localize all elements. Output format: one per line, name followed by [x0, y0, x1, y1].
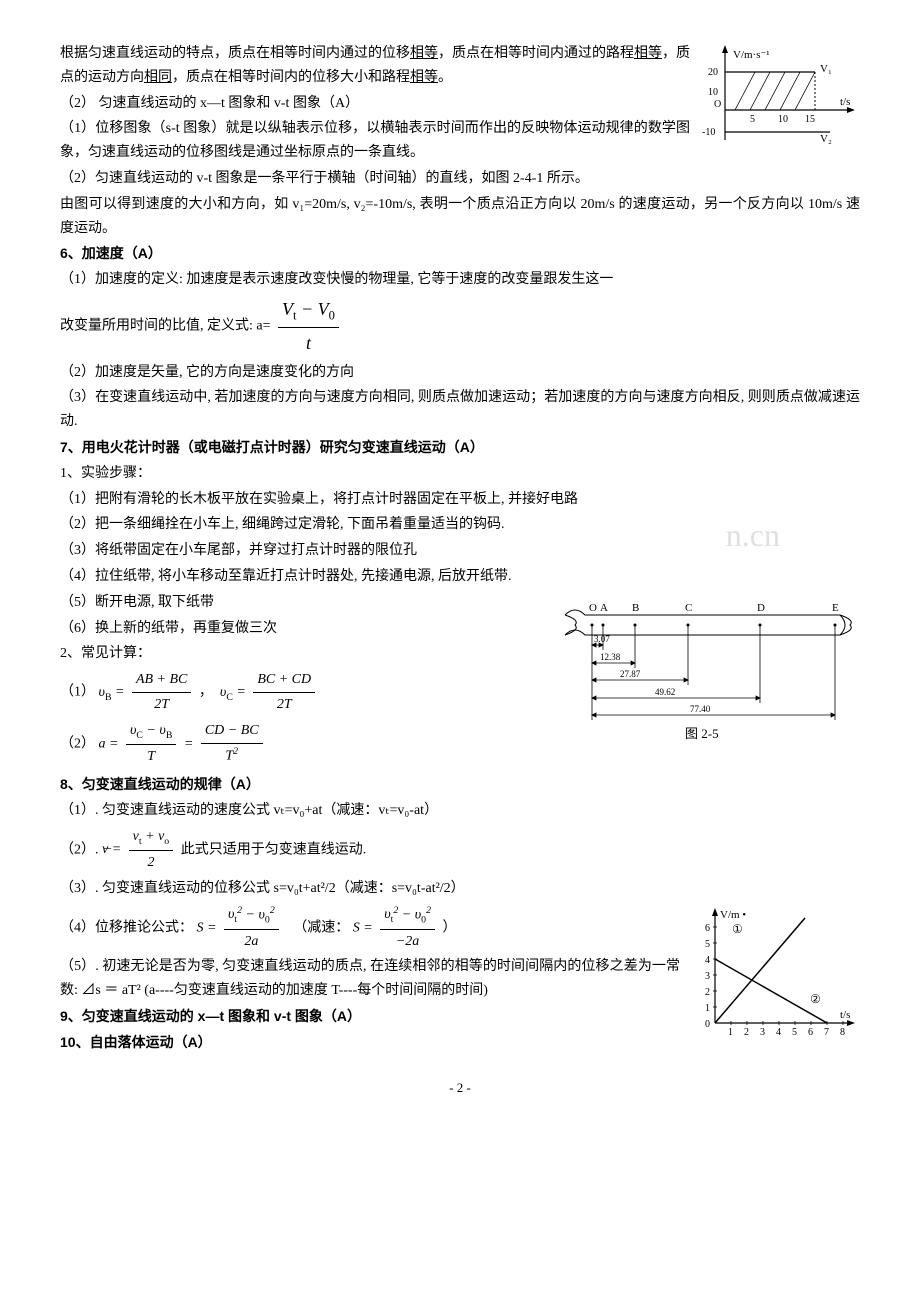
- para-8a: （1）. 匀变速直线运动的速度公式 vₜ=v₀+at（减速：vₜ=v₀-at）: [60, 799, 860, 823]
- heading-8: 8、匀变速直线运动的规律（A）: [60, 773, 860, 797]
- svg-text:①: ①: [732, 922, 743, 936]
- para-6c: （2）加速度是矢量, 它的方向是速度变化的方向: [60, 361, 860, 385]
- svg-text:10: 10: [708, 87, 718, 98]
- svg-text:2: 2: [705, 987, 710, 998]
- tape-svg: O A B C D E 3.07 12.38 27.87 49.62 77.40…: [560, 595, 860, 745]
- vt-graph-svg: V/m·s⁻¹ t/s 20 10 -10 O 5 10 15 V₁ V₂: [700, 40, 860, 160]
- svg-text:6: 6: [705, 923, 710, 934]
- svg-text:3: 3: [760, 1027, 765, 1038]
- svg-text:3: 3: [705, 971, 710, 982]
- svg-text:5: 5: [792, 1027, 797, 1038]
- page-number: - 2 -: [60, 1077, 860, 1099]
- figure-vt-graph: V/m·s⁻¹ t/s 20 10 -10 O 5 10 15 V₁ V₂: [700, 40, 860, 160]
- para-5: 由图可以得到速度的大小和方向，如 v₁=20m/s, v₂=-10m/s, 表明…: [60, 193, 860, 241]
- para-7d: （3）将纸带固定在小车尾部，并穿过打点计时器的限位孔: [60, 539, 860, 563]
- svg-text:V₂: V₂: [820, 133, 832, 145]
- svg-text:V₁: V₁: [820, 63, 832, 75]
- svg-text:B: B: [632, 602, 639, 614]
- para-7a: 1、实验步骤：: [60, 462, 860, 486]
- svg-text:4: 4: [705, 955, 710, 966]
- fraction-accel: Vt − V0 t: [278, 294, 339, 359]
- heading-7: 7、用电火花计时器（或电磁打点计时器）研究匀变速直线运动（A）: [60, 436, 860, 460]
- svg-text:0: 0: [705, 1019, 710, 1030]
- figure-vt2: V/m • t/s 0 1 2 3 4 5 6 1 2 3 4 5 6 7 8: [690, 903, 860, 1043]
- figure-tape: O A B C D E 3.07 12.38 27.87 49.62 77.40…: [560, 595, 860, 745]
- para-7e: （4）拉住纸带, 将小车移动至靠近打点计时器处, 先接通电源, 后放开纸带.: [60, 565, 860, 589]
- svg-text:-10: -10: [702, 127, 715, 138]
- para-4: （2）匀速直线运动的 v-t 图象是一条平行于横轴（时间轴）的直线，如图 2-4…: [60, 167, 860, 191]
- svg-text:1: 1: [728, 1027, 733, 1038]
- svg-text:15: 15: [805, 114, 815, 125]
- svg-text:t/s: t/s: [840, 96, 850, 108]
- svg-text:4: 4: [776, 1027, 781, 1038]
- svg-text:10: 10: [778, 114, 788, 125]
- para-7b: （1）把附有滑轮的长木板平放在实验桌上，将打点计时器固定在平板上, 并接好电路: [60, 488, 860, 512]
- svg-text:1: 1: [705, 1003, 710, 1014]
- heading-6: 6、加速度（A）: [60, 242, 860, 266]
- vt2-svg: V/m • t/s 0 1 2 3 4 5 6 1 2 3 4 5 6 7 8: [690, 903, 860, 1043]
- svg-text:D: D: [757, 602, 765, 614]
- para-7c: （2）把一条细绳拴在小车上, 细绳跨过定滑轮, 下面吊着重量适当的钩码. n.c…: [60, 513, 860, 537]
- svg-text:C: C: [685, 602, 692, 614]
- svg-text:O: O: [714, 99, 721, 110]
- svg-text:V/m •: V/m •: [720, 909, 746, 921]
- svg-text:6: 6: [808, 1027, 813, 1038]
- svg-text:8: 8: [840, 1027, 845, 1038]
- para-8c: （3）. 匀变速直线运动的位移公式 s=v₀t+at²/2（减速：s=v₀t-a…: [60, 877, 860, 901]
- svg-text:2: 2: [744, 1027, 749, 1038]
- svg-text:②: ②: [810, 992, 821, 1006]
- svg-text:图 2-5: 图 2-5: [685, 726, 719, 741]
- svg-text:77.40: 77.40: [690, 704, 711, 714]
- svg-text:5: 5: [750, 114, 755, 125]
- svg-text:20: 20: [708, 67, 718, 78]
- svg-text:27.87: 27.87: [620, 669, 641, 679]
- svg-text:5: 5: [705, 939, 710, 950]
- svg-text:E: E: [832, 602, 839, 614]
- svg-text:12.38: 12.38: [600, 652, 621, 662]
- svg-text:V/m·s⁻¹: V/m·s⁻¹: [733, 49, 770, 61]
- para-6d: （3）在变速直线运动中, 若加速度的方向与速度方向相同, 则质点做加速运动；若加…: [60, 386, 860, 434]
- para-8b: （2）. _v = vt + vo2 此式只适用于匀变速直线运动.: [60, 825, 860, 875]
- svg-text:3.07: 3.07: [594, 634, 610, 644]
- svg-text:49.62: 49.62: [655, 687, 675, 697]
- svg-text:t/s: t/s: [840, 1009, 850, 1021]
- para-6a: （1）加速度的定义: 加速度是表示速度改变快慢的物理量, 它等于速度的改变量跟发…: [60, 268, 860, 292]
- svg-text:7: 7: [824, 1027, 829, 1038]
- svg-text:A: A: [600, 602, 608, 614]
- svg-text:O: O: [589, 602, 597, 614]
- para-6b: 改变量所用时间的比值, 定义式: a= Vt − V0 t: [60, 294, 860, 359]
